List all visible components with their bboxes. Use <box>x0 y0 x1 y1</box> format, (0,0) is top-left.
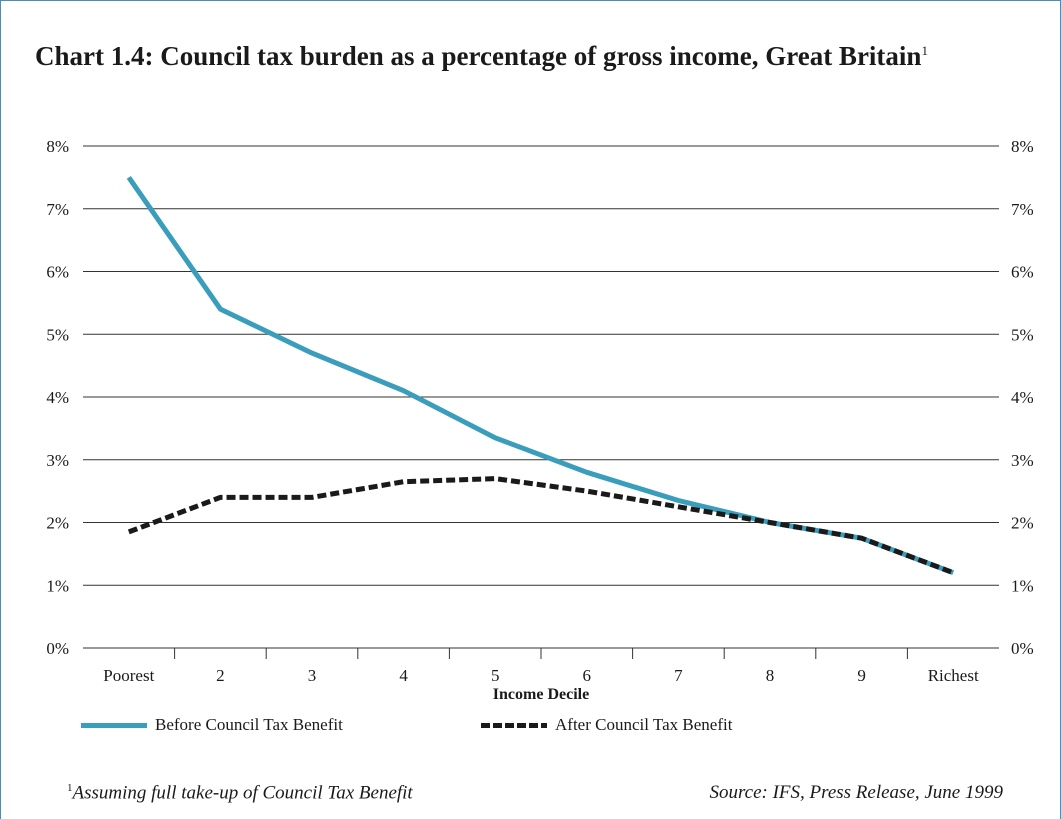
legend-label: After Council Tax Benefit <box>555 715 732 735</box>
series-line-before <box>129 177 953 572</box>
y-tick-label-right: 3% <box>1011 451 1034 470</box>
y-tick-label-right: 4% <box>1011 388 1034 407</box>
x-tick-label: 2 <box>216 666 225 685</box>
legend-swatch <box>81 723 147 728</box>
y-tick-label-right: 0% <box>1011 639 1034 658</box>
y-tick-label-right: 1% <box>1011 576 1034 595</box>
y-tick-label-left: 2% <box>46 514 69 533</box>
legend-label: Before Council Tax Benefit <box>155 715 343 735</box>
y-tick-label-left: 7% <box>46 200 69 219</box>
x-tick-label: 4 <box>399 666 408 685</box>
y-tick-label-left: 0% <box>46 639 69 658</box>
x-tick-label: 8 <box>766 666 775 685</box>
x-tick-label: 9 <box>857 666 866 685</box>
x-axis-label: Income Decile <box>493 686 589 703</box>
x-tick-label: Poorest <box>103 666 154 685</box>
series-line-after <box>129 479 953 573</box>
y-tick-label-right: 8% <box>1011 137 1034 156</box>
footnote: 1Assuming full take-up of Council Tax Be… <box>67 782 413 804</box>
legend-swatch <box>481 723 547 728</box>
x-tick-label: 7 <box>674 666 683 685</box>
y-tick-label-left: 6% <box>46 263 69 282</box>
y-tick-label-right: 5% <box>1011 325 1034 344</box>
y-tick-label-left: 5% <box>46 325 69 344</box>
y-tick-label-left: 3% <box>46 451 69 470</box>
y-tick-label-left: 4% <box>46 388 69 407</box>
y-tick-label-left: 1% <box>46 576 69 595</box>
x-tick-label: Richest <box>928 666 979 685</box>
x-tick-label: 3 <box>308 666 317 685</box>
x-tick-label: 5 <box>491 666 500 685</box>
legend-item: Before Council Tax Benefit <box>81 715 343 735</box>
legend-item: After Council Tax Benefit <box>481 715 732 735</box>
y-tick-label-right: 6% <box>1011 263 1034 282</box>
y-tick-label-right: 7% <box>1011 200 1034 219</box>
x-tick-label: 6 <box>583 666 592 685</box>
footnote-text: Assuming full take-up of Council Tax Ben… <box>73 782 413 803</box>
y-tick-label-right: 2% <box>1011 514 1034 533</box>
y-tick-label-left: 8% <box>46 137 69 156</box>
source-note: Source: IFS, Press Release, June 1999 <box>709 782 1003 804</box>
